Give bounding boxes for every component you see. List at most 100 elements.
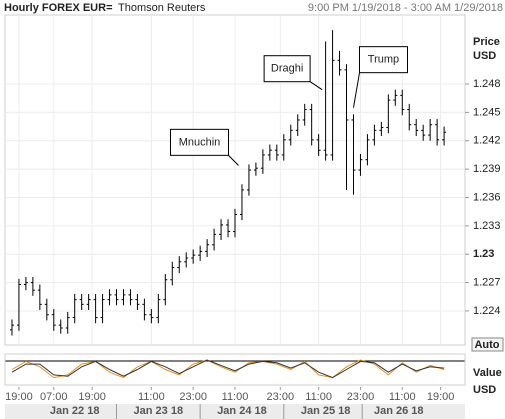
- indicator-unit: USD: [473, 384, 496, 396]
- ohlc-bar: [114, 289, 119, 306]
- ohlc-bar: [288, 124, 293, 146]
- annotation-box: [358, 46, 408, 74]
- ohlc-bar: [386, 94, 391, 134]
- ohlc-bar: [79, 293, 84, 311]
- date-label: Jan 25 18: [301, 405, 351, 417]
- date-label: Jan 22 18: [50, 405, 100, 417]
- ohlc-bar: [274, 144, 279, 161]
- annotation-label: Trump: [368, 54, 399, 66]
- ohlc-bar: [100, 293, 105, 324]
- annotation-leader: [352, 72, 360, 108]
- ohlc-bar: [121, 289, 126, 306]
- ohlc-bar: [44, 298, 49, 321]
- x-tick-label: 19:00: [78, 391, 106, 403]
- y-tick-label: 1.236: [473, 191, 501, 203]
- y-tick-label: 1.245: [473, 106, 501, 118]
- indicator-line: [11, 359, 445, 379]
- x-tick-label: 11:00: [305, 391, 332, 403]
- ohlc-bar: [163, 274, 168, 306]
- auto-button-label[interactable]: Auto: [474, 339, 499, 351]
- ohlc-bar: [323, 41, 328, 161]
- ohlc-bar: [156, 293, 161, 324]
- ohlc-bar: [365, 134, 370, 166]
- ohlc-bar: [72, 293, 77, 324]
- ohlc-bar: [239, 184, 244, 221]
- y-axis-unit: USD: [473, 50, 496, 62]
- ohlc-bar: [184, 252, 189, 268]
- ohlc-bar: [226, 219, 231, 238]
- annotation-box: [169, 128, 229, 156]
- ohlc-bar: [149, 309, 154, 324]
- ohlc-bar: [351, 114, 356, 195]
- x-tick-label: 11:00: [138, 391, 165, 403]
- y-tick-label: 1.23: [473, 248, 494, 260]
- annotation-label: Draghi: [271, 63, 303, 75]
- ohlc-bar: [281, 134, 286, 161]
- annotation-label: Mnuchin: [179, 136, 221, 148]
- y-tick-label: 1.239: [473, 163, 501, 175]
- ohlc-bar: [212, 228, 217, 251]
- ohlc-bar: [400, 89, 405, 116]
- ohlc-bar: [267, 144, 272, 161]
- ohlc-bar: [30, 276, 35, 296]
- ohlc-bar: [191, 249, 196, 264]
- ohlc-bar: [65, 311, 70, 334]
- ohlc-bar: [316, 134, 321, 156]
- y-tick-label: 1.248: [473, 78, 501, 90]
- ohlc-bar: [295, 114, 300, 137]
- ohlc-bar: [428, 119, 433, 141]
- ohlc-bar: [9, 319, 14, 336]
- ohlc-bar: [93, 293, 98, 324]
- indicator-line: [11, 359, 445, 379]
- ohlc-bar: [260, 149, 265, 174]
- x-tick-label: 07:00: [40, 391, 68, 403]
- ohlc-bar: [372, 124, 377, 146]
- ohlc-bar: [205, 239, 210, 258]
- chart-subtitle: Thomson Reuters: [118, 2, 206, 14]
- chart-title: Hourly FOREX EUR=: [4, 2, 113, 14]
- ohlc-bar: [51, 309, 56, 331]
- ohlc-bar: [16, 278, 21, 331]
- ohlc-bar: [86, 293, 91, 311]
- annotation-box: [263, 55, 311, 83]
- annotation-leader: [309, 81, 323, 91]
- ohlc-bar: [442, 126, 447, 146]
- annotation-leader: [228, 154, 239, 166]
- date-label: Jan 26 18: [374, 405, 424, 417]
- ohlc-bar: [358, 153, 363, 176]
- ohlc-bar: [435, 119, 440, 146]
- date-label: Jan 24 18: [217, 405, 267, 417]
- x-tick-label: 23:00: [179, 391, 207, 403]
- ohlc-bar: [421, 124, 426, 141]
- ohlc-bar: [219, 219, 224, 241]
- ohlc-bar: [344, 64, 349, 190]
- date-strip: [5, 404, 465, 419]
- date-label: Jan 23 18: [134, 405, 184, 417]
- ohlc-bar: [135, 293, 140, 311]
- ohlc-bar: [198, 245, 203, 261]
- ohlc-bar: [407, 103, 412, 131]
- indicator-frame: [4, 353, 466, 386]
- indicator-label: Value: [473, 367, 502, 379]
- ohlc-bar: [170, 261, 175, 286]
- x-tick-label: 23:00: [267, 391, 295, 403]
- ohlc-bar: [142, 298, 147, 321]
- ohlc-bar: [128, 289, 133, 306]
- ohlc-bar: [414, 119, 419, 137]
- ohlc-bar: [302, 103, 307, 126]
- ohlc-bar: [246, 164, 251, 196]
- ohlc-bar: [37, 284, 42, 311]
- ohlc-bar: [253, 162, 258, 176]
- date-range: 9:00 PM 1/19/2018 - 3:00 AM 1/29/2018: [308, 2, 503, 14]
- auto-button[interactable]: [471, 337, 504, 352]
- x-tick-label: 19:00: [5, 391, 33, 403]
- y-tick-label: 1.227: [473, 276, 501, 288]
- y-tick-label: 1.242: [473, 135, 501, 147]
- ohlc-bar: [393, 89, 398, 106]
- y-tick-label: 1.233: [473, 220, 501, 232]
- y-tick-label: 1.224: [473, 305, 501, 317]
- ohlc-bar: [107, 289, 112, 306]
- x-tick-label: 23:00: [347, 391, 375, 403]
